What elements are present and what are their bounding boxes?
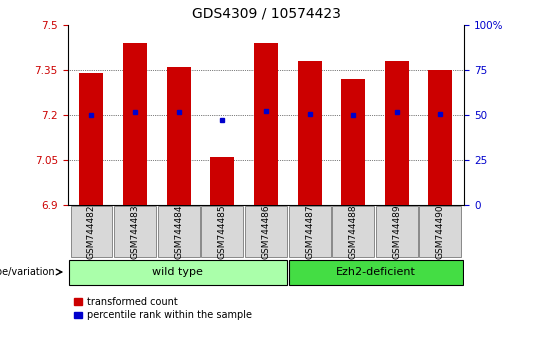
Bar: [332, 206, 374, 257]
Bar: [71, 206, 112, 257]
Bar: [69, 260, 287, 285]
Bar: [385, 61, 409, 205]
Bar: [298, 61, 321, 205]
Title: GDS4309 / 10574423: GDS4309 / 10574423: [192, 7, 340, 21]
Text: wild type: wild type: [152, 267, 203, 277]
Bar: [288, 260, 463, 285]
Text: GSM744490: GSM744490: [436, 205, 445, 259]
Bar: [158, 206, 200, 257]
Text: Ezh2-deficient: Ezh2-deficient: [336, 267, 416, 277]
Text: GSM744486: GSM744486: [261, 205, 271, 259]
Bar: [376, 206, 418, 257]
Text: GSM744482: GSM744482: [87, 205, 96, 259]
Text: GSM744484: GSM744484: [174, 205, 183, 259]
Bar: [79, 73, 104, 205]
Bar: [114, 206, 156, 257]
Bar: [254, 43, 278, 205]
Text: GSM744489: GSM744489: [392, 205, 401, 259]
Legend: transformed count, percentile rank within the sample: transformed count, percentile rank withi…: [72, 295, 254, 322]
Bar: [245, 206, 287, 257]
Bar: [211, 157, 234, 205]
Bar: [167, 67, 191, 205]
Text: GSM744483: GSM744483: [131, 205, 140, 259]
Text: GSM744485: GSM744485: [218, 205, 227, 259]
Text: GSM744487: GSM744487: [305, 205, 314, 259]
Bar: [288, 206, 330, 257]
Text: GSM744488: GSM744488: [349, 205, 357, 259]
Bar: [341, 79, 365, 205]
Bar: [428, 70, 453, 205]
Bar: [201, 206, 243, 257]
Bar: [420, 206, 461, 257]
Text: genotype/variation: genotype/variation: [0, 267, 55, 277]
Bar: [123, 43, 147, 205]
